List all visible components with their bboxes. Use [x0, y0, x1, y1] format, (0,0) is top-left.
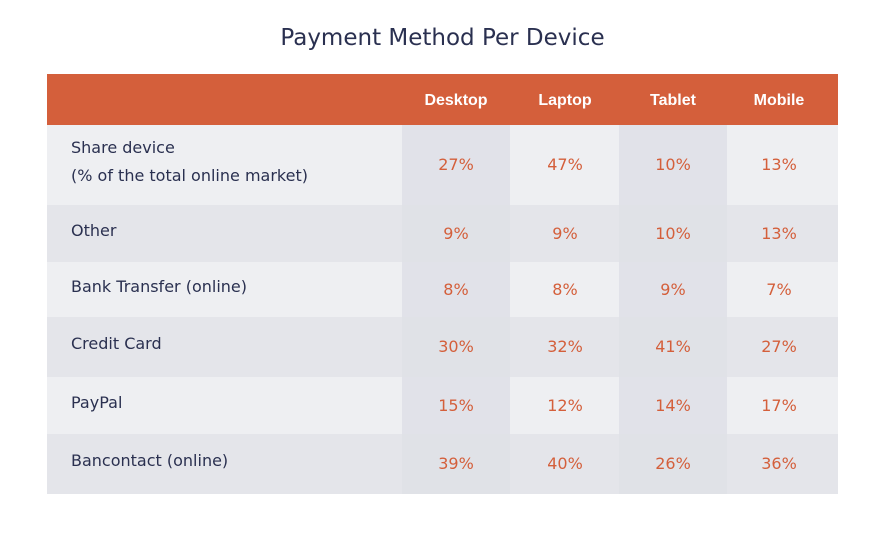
cell-value: 7% — [766, 280, 792, 299]
column-shade — [619, 377, 727, 434]
column-header-mobile: Mobile — [753, 92, 805, 109]
table-row: PayPal 15% 12% 14% 17% — [47, 377, 838, 434]
row-label-line: Share device — [71, 138, 175, 157]
cell-value: 12% — [547, 396, 583, 415]
column-shade — [619, 317, 727, 377]
row-label: Bank Transfer (online) — [71, 273, 247, 301]
cell-value: 32% — [547, 337, 583, 356]
cell-value: 13% — [761, 155, 797, 174]
column-shade — [402, 377, 510, 434]
column-header-desktop: Desktop — [424, 92, 488, 109]
table-row: Credit Card 30% 32% 41% 27% — [47, 317, 838, 377]
row-label-line: Bancontact (online) — [71, 451, 229, 470]
cell-value: 13% — [761, 224, 797, 243]
cell-value: 27% — [761, 337, 797, 356]
row-label-line: Other — [71, 221, 117, 240]
cell-value: 8% — [443, 280, 469, 299]
cell-value: 26% — [655, 454, 691, 473]
column-shade — [402, 434, 510, 494]
column-header-laptop: Laptop — [538, 92, 592, 109]
cell-value: 14% — [655, 396, 691, 415]
cell-value: 10% — [655, 155, 691, 174]
table-row: Bank Transfer (online) 8% 8% 9% 7% — [47, 262, 838, 317]
column-shade — [402, 125, 510, 205]
row-label: Share device (% of the total online marke… — [71, 134, 308, 190]
column-header-tablet: Tablet — [650, 92, 696, 109]
row-label-line: PayPal — [71, 393, 123, 412]
column-shade — [402, 317, 510, 377]
row-label-line: (% of the total online market) — [71, 166, 308, 185]
cell-value: 17% — [761, 396, 797, 415]
row-label: PayPal — [71, 389, 122, 417]
cell-value: 9% — [552, 224, 578, 243]
cell-value: 36% — [761, 454, 797, 473]
cell-value: 10% — [655, 224, 691, 243]
table-header: Desktop Laptop Tablet Mobile — [47, 74, 838, 125]
cell-value: 41% — [655, 337, 691, 356]
table-row: Bancontact (online) 39% 40% 26% 36% — [47, 434, 838, 494]
cell-value: 8% — [552, 280, 578, 299]
column-shade — [619, 262, 727, 317]
cell-value: 15% — [438, 396, 474, 415]
table-row: Other 9% 9% 10% 13% — [47, 205, 838, 262]
column-shade — [402, 205, 510, 262]
row-label: Credit Card — [71, 330, 162, 358]
row-label: Other — [71, 217, 116, 245]
cell-value: 9% — [660, 280, 686, 299]
payment-table: Desktop Laptop Tablet Mobile Share device (%… — [47, 74, 838, 494]
cell-value: 27% — [438, 155, 474, 174]
cell-value: 9% — [443, 224, 469, 243]
cell-value: 39% — [438, 454, 474, 473]
column-shade — [402, 262, 510, 317]
cell-value: 47% — [547, 155, 583, 174]
row-label: Bancontact (online) — [71, 447, 228, 475]
table-row: Share device (% of the total online marke… — [47, 125, 838, 205]
cell-value: 30% — [438, 337, 474, 356]
cell-value: 40% — [547, 454, 583, 473]
column-shade — [619, 125, 727, 205]
column-shade — [619, 205, 727, 262]
row-label-line: Bank Transfer (online) — [71, 277, 247, 296]
row-label-line: Credit Card — [71, 334, 162, 353]
chart-title: Payment Method Per Device — [280, 25, 605, 51]
column-shade — [619, 434, 727, 494]
